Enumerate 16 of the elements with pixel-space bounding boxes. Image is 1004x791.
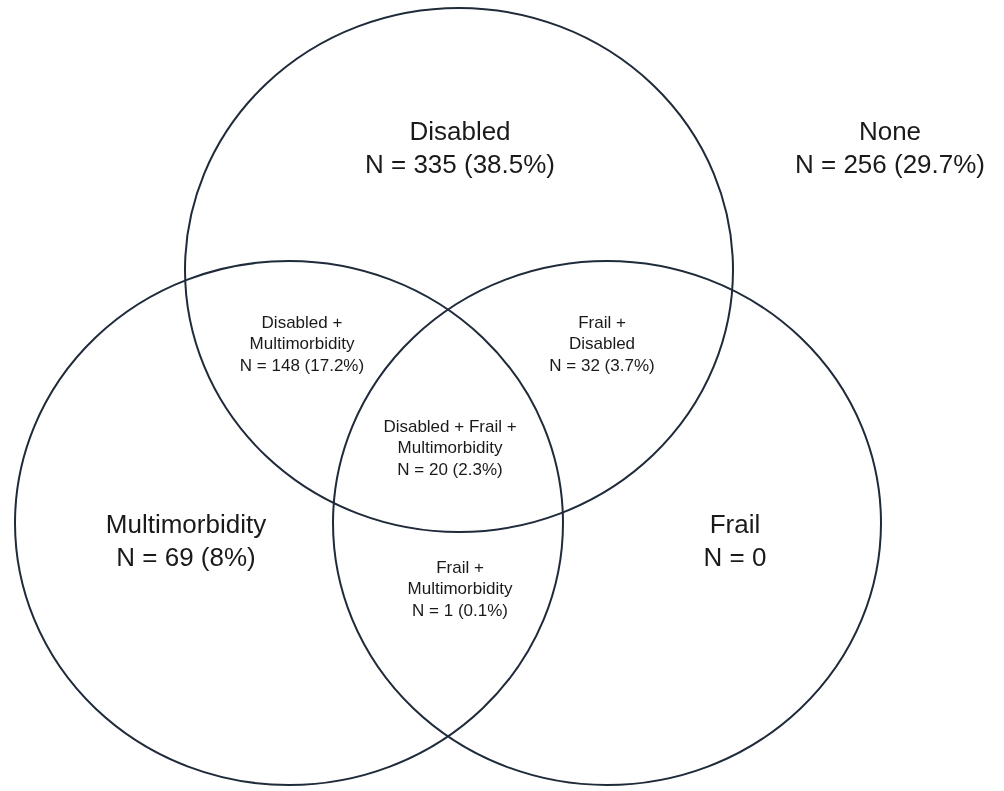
category-label: Frail + Disabled	[568, 313, 636, 354]
category-label: Disabled + Frail + Multimorbidity	[383, 417, 517, 458]
data-label: N = 148 (17.2%)	[239, 355, 365, 375]
category-label: None	[858, 116, 922, 146]
category-label: Frail + Multimorbidity	[407, 558, 513, 599]
category-label: Disabled + Multimorbidity	[249, 313, 355, 354]
data-label: N = 32 (3.7%)	[549, 355, 655, 375]
data-label: N = 69 (8%)	[116, 541, 256, 572]
category-label: Disabled	[409, 116, 511, 146]
data-label: N = 335 (38.5%)	[364, 148, 556, 179]
data-label: N = 0	[703, 541, 767, 572]
data-label: N = 20 (2.3%)	[397, 459, 503, 479]
category-label: Frail	[709, 509, 761, 539]
data-label: N = 256 (29.7%)	[794, 148, 986, 179]
data-label: N = 1 (0.1%)	[412, 600, 508, 620]
category-label: Multimorbidity	[105, 509, 267, 539]
